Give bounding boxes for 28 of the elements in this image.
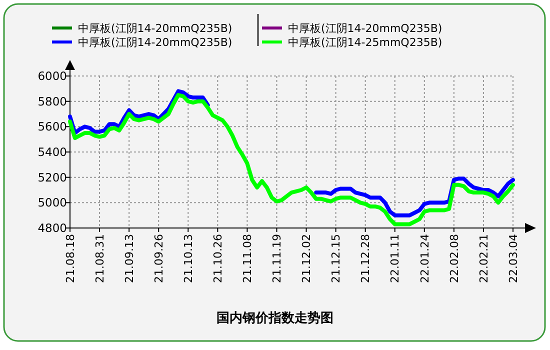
y-tick-label: 4800: [38, 221, 67, 236]
x-tick-label: 21.12.28: [359, 234, 372, 283]
y-tick-label: 5800: [38, 94, 67, 108]
y-tick-label: 6000: [38, 69, 67, 84]
x-tick-label: 22.01.11: [388, 234, 402, 283]
legend-label: 中厚板(江阴14-20mmQ235B): [78, 36, 232, 49]
x-tick-label: 21.11.08: [241, 234, 254, 283]
x-tick-label: 21.08.18: [64, 234, 77, 283]
x-tick-label: 22.03.04: [506, 234, 520, 283]
text: 国内钢价指数走势图: [216, 310, 334, 326]
x-tick-label: 22.01.24: [418, 234, 432, 283]
x-tick-label: 22.02.08: [448, 234, 461, 283]
x-tick-label: 21.11.19: [270, 234, 284, 283]
legend-label: 中厚板(江阴14-25mmQ235B): [288, 36, 442, 49]
x-tick-label: 21.10.13: [182, 234, 195, 283]
y-tick-label: 5000: [38, 196, 67, 210]
y-tick-label: 5200: [38, 170, 67, 184]
x-tick-label: 21.10.26: [212, 234, 225, 283]
x-tick-label: 21.08.31: [93, 234, 106, 283]
x-tick-label: 21.12.15: [330, 234, 343, 283]
x-tick-label: 21.12.02: [300, 234, 314, 283]
y-tick-label: 5400: [38, 145, 67, 160]
x-tick-label: 21.09.26: [152, 234, 166, 283]
y-tick-label: 5600: [38, 120, 67, 134]
legend-label: 中厚板(江阴14-20mmQ235B): [78, 22, 232, 35]
x-tick-label: 21.09.13: [122, 234, 136, 283]
legend-label: 中厚板(江阴14-20mmQ235B): [288, 22, 442, 35]
x-tick-label: 22.02.21: [477, 234, 490, 283]
